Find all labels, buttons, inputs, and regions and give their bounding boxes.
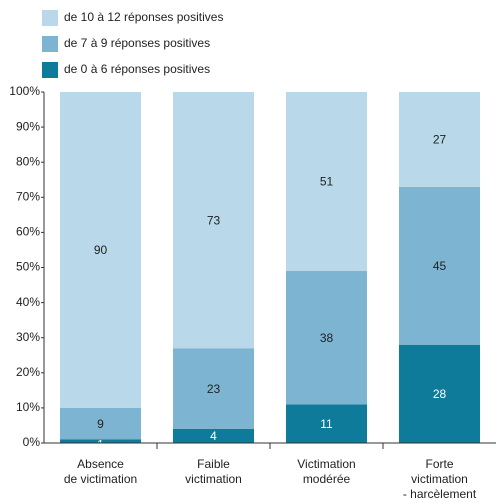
x-tick-label: de victimation bbox=[64, 472, 137, 486]
value-label: 28 bbox=[433, 387, 447, 401]
x-tick-label: victimation bbox=[411, 472, 468, 486]
bar-segment bbox=[60, 407, 141, 440]
x-tick-label: Victimation bbox=[297, 457, 355, 471]
y-tick-label: 10% bbox=[16, 400, 40, 414]
y-tick-label: 100% bbox=[9, 84, 40, 98]
bar-segment bbox=[60, 439, 141, 443]
bar-segment bbox=[399, 344, 480, 443]
bar-segment bbox=[173, 92, 254, 349]
value-label: 90 bbox=[94, 243, 108, 257]
value-label: 51 bbox=[320, 175, 334, 189]
value-label: 45 bbox=[433, 259, 447, 273]
value-label: 9 bbox=[97, 417, 104, 431]
bar-segment bbox=[286, 271, 367, 405]
bar-segment bbox=[286, 92, 367, 272]
bar-segment bbox=[173, 348, 254, 429]
x-tick-label: - harcèlement bbox=[403, 487, 477, 501]
y-tick-label: 90% bbox=[16, 119, 40, 133]
value-label: 4 bbox=[210, 429, 217, 443]
legend-swatch bbox=[42, 62, 58, 78]
y-tick-label: 50% bbox=[16, 260, 40, 274]
x-tick-label: Faible bbox=[197, 457, 230, 471]
value-label: 73 bbox=[207, 213, 221, 227]
x-tick-label: Absence bbox=[77, 457, 124, 471]
legend-swatch bbox=[42, 10, 58, 26]
legend-label: de 10 à 12 réponses positives bbox=[64, 10, 223, 24]
x-tick-label: modérée bbox=[303, 472, 351, 486]
value-label: 1 bbox=[97, 438, 104, 452]
y-tick-label: 60% bbox=[16, 225, 40, 239]
x-tick-label: Forte bbox=[425, 457, 453, 471]
bar-segment bbox=[60, 92, 141, 408]
y-tick-label: 70% bbox=[16, 189, 40, 203]
value-label: 27 bbox=[433, 133, 447, 147]
y-tick-label: 40% bbox=[16, 295, 40, 309]
value-label: 11 bbox=[320, 417, 333, 431]
legend-label: de 7 à 9 réponses positives bbox=[64, 36, 210, 50]
y-tick-label: 20% bbox=[16, 365, 40, 379]
y-tick-label: 80% bbox=[16, 154, 40, 168]
bar-segment bbox=[173, 428, 254, 443]
value-label: 38 bbox=[320, 331, 334, 345]
legend-label: de 0 à 6 réponses positives bbox=[64, 62, 210, 76]
bar-segment bbox=[286, 404, 367, 443]
value-label: 23 bbox=[207, 382, 221, 396]
x-tick-label: victimation bbox=[185, 472, 242, 486]
bar-segment bbox=[399, 186, 480, 345]
y-tick-label: 0% bbox=[23, 435, 41, 449]
y-tick-label: 30% bbox=[16, 330, 40, 344]
bar-segment bbox=[399, 92, 480, 187]
legend-swatch bbox=[42, 36, 58, 52]
